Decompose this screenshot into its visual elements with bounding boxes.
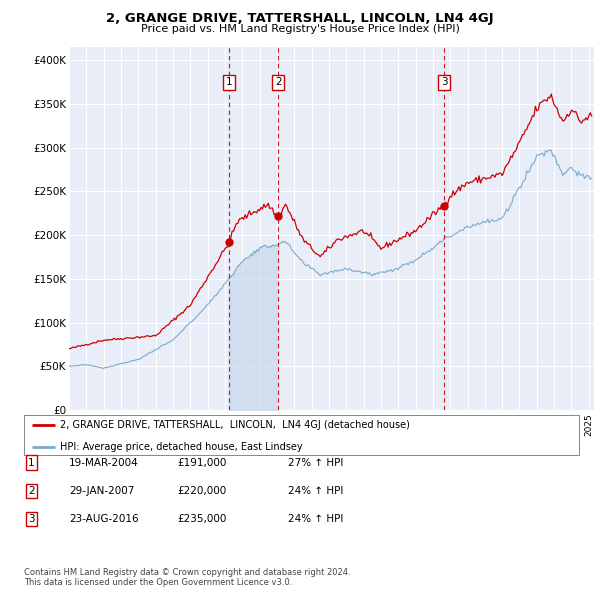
Text: 23-AUG-2016: 23-AUG-2016: [69, 514, 139, 524]
Text: 27% ↑ HPI: 27% ↑ HPI: [288, 458, 343, 467]
Text: £220,000: £220,000: [177, 486, 226, 496]
Text: 1: 1: [226, 77, 232, 87]
Text: Contains HM Land Registry data © Crown copyright and database right 2024.
This d: Contains HM Land Registry data © Crown c…: [24, 568, 350, 587]
Text: 19-MAR-2004: 19-MAR-2004: [69, 458, 139, 467]
Text: 2: 2: [275, 77, 281, 87]
Text: Price paid vs. HM Land Registry's House Price Index (HPI): Price paid vs. HM Land Registry's House …: [140, 25, 460, 34]
Text: HPI: Average price, detached house, East Lindsey: HPI: Average price, detached house, East…: [60, 442, 303, 452]
Text: 29-JAN-2007: 29-JAN-2007: [69, 486, 134, 496]
Text: 2, GRANGE DRIVE, TATTERSHALL,  LINCOLN,  LN4 4GJ (detached house): 2, GRANGE DRIVE, TATTERSHALL, LINCOLN, L…: [60, 421, 410, 430]
Text: 1: 1: [28, 458, 35, 467]
Text: 24% ↑ HPI: 24% ↑ HPI: [288, 486, 343, 496]
Text: 24% ↑ HPI: 24% ↑ HPI: [288, 514, 343, 524]
Text: 2: 2: [28, 486, 35, 496]
Text: 3: 3: [441, 77, 448, 87]
Text: £191,000: £191,000: [177, 458, 226, 467]
Text: 3: 3: [28, 514, 35, 524]
Text: £235,000: £235,000: [177, 514, 226, 524]
Text: 2, GRANGE DRIVE, TATTERSHALL, LINCOLN, LN4 4GJ: 2, GRANGE DRIVE, TATTERSHALL, LINCOLN, L…: [106, 12, 494, 25]
